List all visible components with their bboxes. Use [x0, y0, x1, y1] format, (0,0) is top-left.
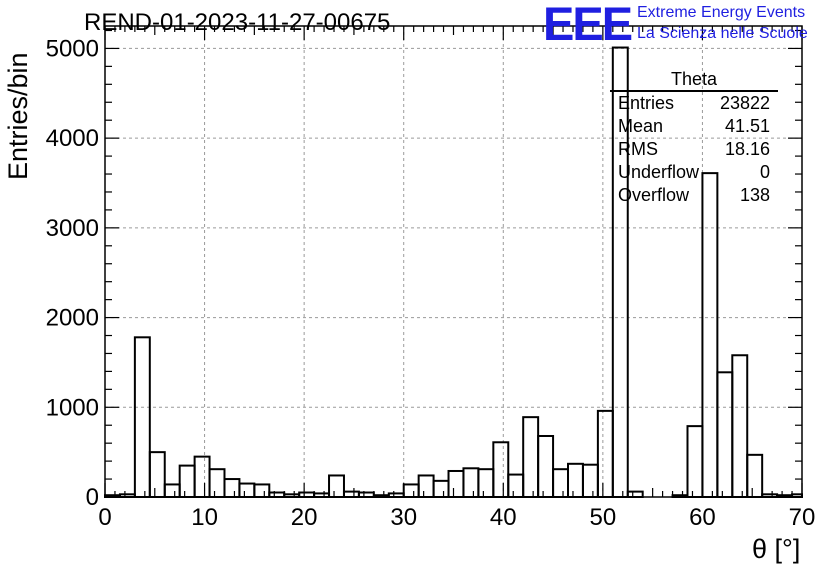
stats-box: Theta Entries 23822 Mean 41.51 RMS 18.16… — [610, 68, 778, 207]
stats-row-entries: Entries 23822 — [610, 92, 778, 115]
histogram-bin — [686, 425, 704, 498]
histogram-bin — [193, 455, 211, 498]
histogram-bin — [342, 490, 360, 499]
stats-label: Overflow — [618, 185, 690, 205]
y-tick-label: 5000 — [46, 35, 99, 62]
histogram-bin — [178, 464, 196, 499]
stats-value: 41.51 — [724, 116, 770, 136]
stats-row-overflow: Overflow 138 — [610, 184, 778, 207]
y-tick-label: 2000 — [46, 305, 99, 332]
histogram-bin — [552, 468, 570, 498]
x-tick-label: 60 — [689, 504, 716, 531]
histogram-bin — [417, 474, 435, 498]
stats-label: Mean — [618, 116, 664, 136]
eee-logo: EEE — [543, 0, 633, 50]
axis-ticks — [104, 26, 803, 498]
tick-labels: 0 10 20 30 40 50 60 70 0 1000 2000 3000 4000 5000 — [46, 35, 816, 531]
histogram-bin — [507, 473, 525, 499]
stats-title: Theta — [610, 68, 778, 92]
stats-row-rms: RMS 18.16 — [610, 138, 778, 161]
x-tick-label: 20 — [291, 504, 318, 531]
x-tick-label: 0 — [98, 504, 111, 531]
histogram-bin — [581, 463, 599, 498]
x-tick-label: 50 — [590, 504, 617, 531]
histogram-bin — [537, 434, 555, 499]
histogram-bin — [731, 354, 749, 498]
stats-label: RMS — [618, 139, 658, 159]
histogram-bin — [402, 483, 420, 499]
x-tick-label: 40 — [490, 504, 517, 531]
histogram-bin — [208, 468, 226, 498]
histogram-bin — [567, 462, 584, 499]
logo-text-line2: La Scienza nelle Scuole — [637, 25, 808, 42]
stats-value: 138 — [739, 185, 770, 205]
stats-value: 0 — [759, 162, 770, 182]
x-tick-label: 10 — [191, 504, 218, 531]
y-tick-label: 4000 — [46, 125, 99, 152]
histogram-bin — [477, 468, 495, 498]
y-tick-label: 1000 — [46, 394, 99, 421]
histogram-bin — [148, 451, 166, 498]
logo-text-line1: Extreme Energy Events — [637, 4, 806, 21]
y-tick-label: 3000 — [46, 215, 99, 242]
x-tick-label: 30 — [390, 504, 417, 531]
histogram-bin — [328, 474, 345, 498]
histogram-bin — [238, 482, 256, 498]
stats-row-mean: Mean 41.51 — [610, 115, 778, 138]
histogram-bin — [447, 469, 465, 498]
histogram-bin — [492, 441, 510, 499]
y-tick-label: 0 — [86, 484, 99, 511]
histogram-bin — [133, 336, 151, 498]
x-tick-label: 70 — [789, 504, 816, 531]
stats-label: Underflow — [618, 162, 700, 182]
histogram-bin — [716, 371, 734, 499]
stats-value: 18.16 — [724, 139, 770, 159]
histogram-bin — [432, 479, 450, 499]
stats-value: 23822 — [719, 93, 770, 113]
histogram-bin — [163, 483, 181, 499]
stats-row-underflow: Underflow 0 — [610, 161, 778, 184]
histogram-bin — [253, 483, 271, 499]
stats-label: Entries — [618, 93, 675, 113]
histogram-bin — [746, 453, 764, 499]
histogram-bin — [522, 416, 540, 499]
histogram-bin — [596, 409, 614, 499]
histogram-bin — [626, 490, 644, 499]
y-axis-label: Entries/bin — [3, 52, 33, 180]
x-axis-label: θ [°] — [752, 534, 801, 564]
histogram-bin — [701, 172, 719, 498]
chart-title: REND-01-2023-11-27-00675 — [84, 9, 391, 36]
histogram-bin — [223, 478, 241, 498]
histogram-bin — [462, 467, 480, 499]
